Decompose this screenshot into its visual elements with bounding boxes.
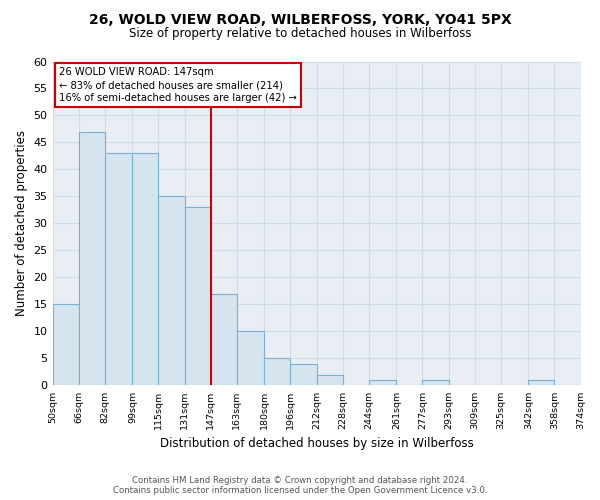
- Bar: [185, 208, 211, 386]
- X-axis label: Distribution of detached houses by size in Wilberfoss: Distribution of detached houses by size …: [160, 437, 473, 450]
- Y-axis label: Number of detached properties: Number of detached properties: [15, 130, 28, 316]
- Bar: [529, 380, 554, 386]
- Bar: [211, 294, 236, 386]
- Bar: [236, 332, 265, 386]
- Bar: [265, 358, 290, 386]
- Bar: [368, 380, 397, 386]
- Bar: [158, 196, 185, 386]
- Text: Size of property relative to detached houses in Wilberfoss: Size of property relative to detached ho…: [129, 28, 471, 40]
- Text: 26, WOLD VIEW ROAD, WILBERFOSS, YORK, YO41 5PX: 26, WOLD VIEW ROAD, WILBERFOSS, YORK, YO…: [89, 12, 511, 26]
- Text: Contains HM Land Registry data © Crown copyright and database right 2024.
Contai: Contains HM Land Registry data © Crown c…: [113, 476, 487, 495]
- Bar: [290, 364, 317, 386]
- Bar: [317, 374, 343, 386]
- Bar: [79, 132, 104, 386]
- Bar: [422, 380, 449, 386]
- Bar: [133, 154, 158, 386]
- Bar: [53, 304, 79, 386]
- Bar: [104, 154, 133, 386]
- Text: 26 WOLD VIEW ROAD: 147sqm
← 83% of detached houses are smaller (214)
16% of semi: 26 WOLD VIEW ROAD: 147sqm ← 83% of detac…: [59, 67, 297, 104]
